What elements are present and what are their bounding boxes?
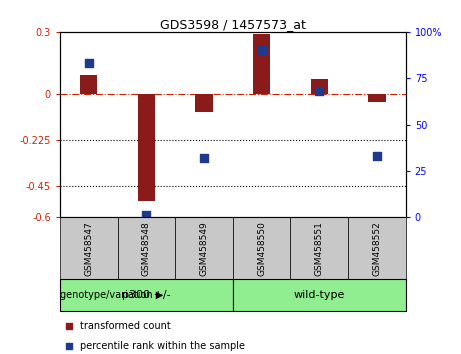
Bar — [290, 217, 348, 279]
Title: GDS3598 / 1457573_at: GDS3598 / 1457573_at — [160, 18, 306, 31]
Bar — [138, 94, 155, 201]
Bar — [175, 217, 233, 279]
Text: GSM458552: GSM458552 — [372, 221, 381, 276]
Text: percentile rank within the sample: percentile rank within the sample — [80, 341, 245, 350]
Text: wild-type: wild-type — [294, 290, 345, 300]
Point — [315, 88, 323, 94]
Bar — [195, 94, 213, 112]
Bar — [118, 217, 175, 279]
Bar — [233, 217, 290, 279]
Bar — [80, 75, 97, 94]
Point — [142, 212, 150, 218]
Text: p300 +/-: p300 +/- — [122, 290, 171, 300]
Bar — [233, 279, 406, 310]
Text: GSM458551: GSM458551 — [315, 221, 324, 276]
Text: GSM458547: GSM458547 — [84, 221, 93, 276]
Point — [65, 323, 72, 329]
Text: GSM458549: GSM458549 — [200, 221, 208, 276]
Point — [65, 343, 72, 348]
Text: GSM458550: GSM458550 — [257, 221, 266, 276]
Text: transformed count: transformed count — [80, 321, 171, 331]
Bar — [311, 79, 328, 94]
Bar — [60, 217, 118, 279]
Bar — [60, 279, 233, 310]
Bar — [253, 34, 270, 94]
Point — [258, 47, 266, 53]
Point — [200, 155, 207, 161]
Text: GSM458548: GSM458548 — [142, 221, 151, 276]
Bar — [348, 217, 406, 279]
Text: genotype/variation ▶: genotype/variation ▶ — [60, 290, 163, 300]
Bar — [368, 94, 385, 102]
Point — [85, 61, 92, 66]
Point — [373, 153, 381, 159]
